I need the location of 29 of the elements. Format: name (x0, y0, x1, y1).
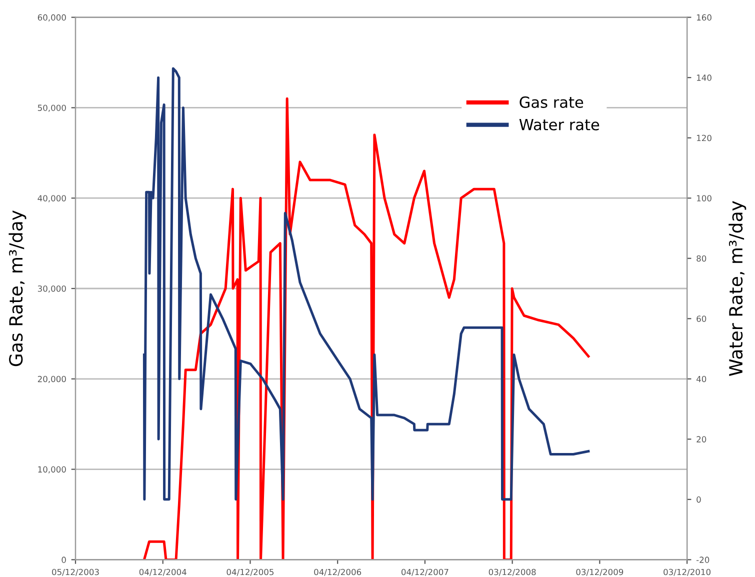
y2-tick-label: 40 (696, 376, 706, 382)
y-axis-title: Gas Rate, m³/day (8, 210, 26, 366)
legend-label: Gas rate (520, 96, 584, 108)
y-tick-label: 40,000 (38, 195, 66, 202)
y-tick-label: 30,000 (38, 285, 66, 293)
y2-tick-label: 20 (696, 436, 706, 442)
x-tick-label: 04/12/2007 (401, 568, 448, 576)
x-tick-label: 04/12/2006 (314, 568, 362, 576)
legend-label: Water rate (519, 119, 600, 130)
y2-tick-label: 100 (696, 195, 712, 202)
y-tick-label: 20,000 (38, 376, 66, 384)
x-tick-label: 03/12/2009 (576, 568, 624, 576)
y2-tick-label: 140 (696, 74, 712, 81)
y2-axis-title: Water Rate, m³/day (728, 200, 746, 376)
y-tick-label: 50,000 (38, 104, 66, 112)
x-tick-label: 04/12/2004 (139, 568, 186, 576)
y2-tick-label: 160 (696, 14, 712, 21)
y2-tick-label: 0 (696, 496, 701, 503)
x-tick-label: 03/12/2010 (664, 568, 711, 576)
x-tick-label: 04/12/2005 (226, 568, 274, 576)
y-tick-label: 0 (62, 556, 66, 563)
y2-tick-label: 60 (696, 316, 706, 322)
y2-tick-label: -20 (696, 556, 710, 563)
x-tick-label: 03/12/2008 (488, 568, 536, 576)
y2-tick-label: 80 (696, 255, 706, 262)
y2-tick-label: 120 (696, 134, 712, 142)
y-tick-label: 10,000 (38, 466, 66, 474)
y-tick-label: 60,000 (38, 14, 66, 22)
x-tick-label: 05/12/2003 (52, 568, 99, 576)
